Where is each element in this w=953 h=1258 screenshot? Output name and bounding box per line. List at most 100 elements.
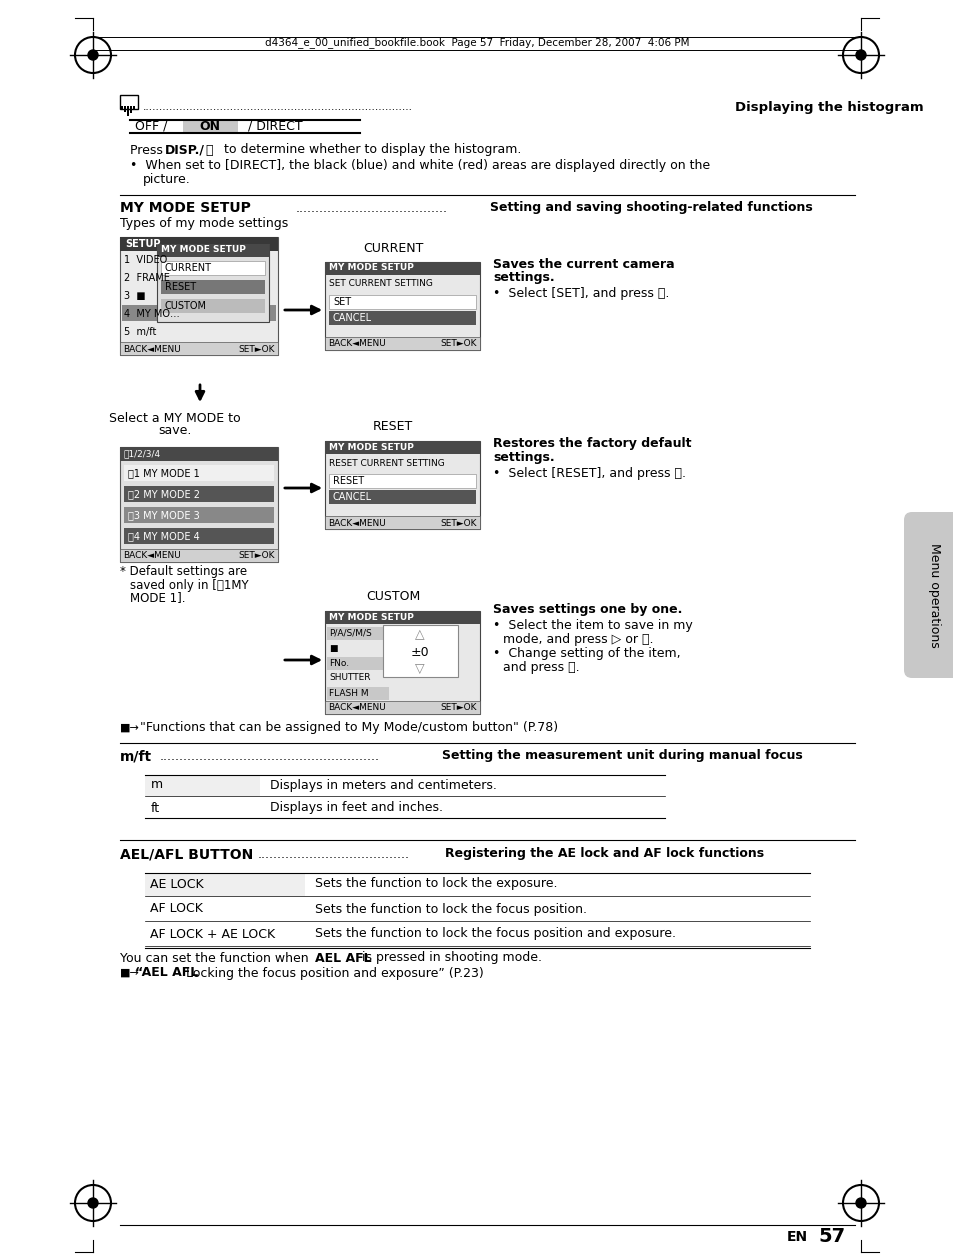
Text: ⓸1 MY MODE 1: ⓸1 MY MODE 1 — [128, 468, 199, 478]
Text: •  When set to [DIRECT], the black (blue) and white (red) areas are displayed di: • When set to [DIRECT], the black (blue)… — [130, 159, 709, 171]
Text: RESET: RESET — [165, 282, 196, 292]
Text: picture.: picture. — [143, 172, 191, 185]
Text: ■: ■ — [329, 644, 337, 653]
Text: MY MODE SETUP: MY MODE SETUP — [329, 443, 414, 452]
Text: BACK◄MENU: BACK◄MENU — [328, 703, 385, 712]
Text: ▽: ▽ — [415, 663, 424, 676]
Text: Sets the function to lock the exposure.: Sets the function to lock the exposure. — [314, 878, 557, 891]
Bar — [382, 625, 457, 677]
Text: CUSTOM: CUSTOM — [165, 301, 207, 311]
Text: Locking the focus position and exposure” (P.23): Locking the focus position and exposure”… — [182, 966, 483, 980]
Bar — [124, 528, 274, 543]
Text: Displaying the histogram: Displaying the histogram — [734, 101, 923, 113]
Text: CURRENT: CURRENT — [165, 263, 212, 273]
Text: to determine whether to display the histogram.: to determine whether to display the hist… — [220, 143, 521, 156]
Text: •  Select the item to save in my: • Select the item to save in my — [493, 619, 692, 632]
Text: 57: 57 — [817, 1228, 844, 1247]
Text: AF LOCK + AE LOCK: AF LOCK + AE LOCK — [150, 927, 274, 941]
Text: Setting and saving shooting-related functions: Setting and saving shooting-related func… — [490, 201, 812, 215]
Text: Sets the function to lock the focus position.: Sets the function to lock the focus posi… — [314, 902, 586, 916]
Text: Sets the function to lock the focus position and exposure.: Sets the function to lock the focus posi… — [314, 927, 676, 941]
Text: Displays in meters and centimeters.: Displays in meters and centimeters. — [270, 779, 497, 791]
Text: ⓸2 MY MODE 2: ⓸2 MY MODE 2 — [128, 489, 200, 499]
Text: •  Change setting of the item,: • Change setting of the item, — [493, 648, 679, 660]
Bar — [145, 775, 260, 796]
Text: Select a MY MODE to: Select a MY MODE to — [109, 411, 240, 424]
Bar — [122, 304, 275, 321]
Text: Saves settings one by one.: Saves settings one by one. — [493, 604, 681, 616]
Text: / DIRECT: / DIRECT — [240, 120, 302, 132]
Bar — [157, 244, 269, 322]
Bar — [120, 447, 277, 562]
Text: save.: save. — [158, 424, 192, 438]
Text: d4364_e_00_unified_bookfile.book  Page 57  Friday, December 28, 2007  4:06 PM: d4364_e_00_unified_bookfile.book Page 57… — [265, 38, 688, 49]
Text: BACK◄MENU: BACK◄MENU — [328, 518, 385, 527]
Bar — [124, 465, 274, 481]
Text: settings.: settings. — [493, 450, 554, 463]
Text: SHUTTER: SHUTTER — [329, 673, 370, 683]
Bar — [325, 701, 479, 715]
Text: MODE 1].: MODE 1]. — [130, 591, 185, 605]
Text: △: △ — [415, 629, 424, 642]
Bar — [327, 672, 389, 686]
Circle shape — [88, 1198, 98, 1208]
Bar — [124, 507, 274, 523]
Text: SETUP: SETUP — [125, 239, 160, 249]
Text: AEL/AFL BUTTON: AEL/AFL BUTTON — [120, 847, 253, 860]
Text: .......................................................: ........................................… — [160, 750, 379, 762]
Bar — [329, 311, 476, 325]
Text: and press Ⓚ.: and press Ⓚ. — [502, 662, 579, 674]
Bar — [183, 120, 237, 133]
Text: Saves the current camera: Saves the current camera — [493, 258, 674, 272]
Text: MY MODE SETUP: MY MODE SETUP — [329, 613, 414, 621]
Text: CUSTOM: CUSTOM — [366, 590, 419, 604]
Text: Ⓚ: Ⓚ — [205, 143, 213, 156]
Text: Setting the measurement unit during manual focus: Setting the measurement unit during manu… — [441, 750, 801, 762]
Bar — [329, 294, 476, 309]
Text: 1  VIDEO: 1 VIDEO — [124, 255, 167, 265]
Bar — [145, 898, 305, 921]
Bar — [120, 342, 277, 355]
Text: AEL AFL: AEL AFL — [314, 951, 372, 965]
Text: SET►OK: SET►OK — [440, 518, 476, 527]
Text: Displays in feet and inches.: Displays in feet and inches. — [270, 801, 442, 814]
Bar — [325, 442, 479, 454]
Bar — [325, 611, 479, 624]
Text: ■→: ■→ — [120, 723, 140, 733]
Bar — [327, 657, 389, 671]
Bar — [325, 262, 479, 276]
Circle shape — [855, 1198, 865, 1208]
Text: ⓸4 MY MODE 4: ⓸4 MY MODE 4 — [128, 531, 199, 541]
Text: ⓸1/2/3/4: ⓸1/2/3/4 — [124, 449, 161, 458]
Text: ft: ft — [151, 801, 160, 814]
Text: OFF /: OFF / — [135, 120, 175, 132]
Bar — [145, 873, 305, 896]
Bar — [120, 237, 277, 252]
Text: Menu operations: Menu operations — [927, 542, 941, 648]
Text: Types of my mode settings: Types of my mode settings — [120, 218, 288, 230]
Text: SET►OK: SET►OK — [440, 340, 476, 348]
Text: Registering the AE lock and AF lock functions: Registering the AE lock and AF lock func… — [444, 848, 763, 860]
Text: •  Select [SET], and press Ⓚ.: • Select [SET], and press Ⓚ. — [493, 288, 669, 301]
Text: FLASH M: FLASH M — [329, 688, 368, 697]
Text: ......................................: ...................................... — [295, 201, 448, 215]
Text: BACK◄MENU: BACK◄MENU — [123, 551, 180, 561]
Text: BACK◄MENU: BACK◄MENU — [123, 345, 180, 353]
Bar — [121, 106, 123, 109]
Text: CANCEL: CANCEL — [333, 492, 372, 502]
Text: RESET: RESET — [333, 476, 364, 486]
Text: MY MODE SETUP: MY MODE SETUP — [329, 263, 414, 273]
Bar — [132, 106, 135, 109]
Text: is pressed in shooting mode.: is pressed in shooting mode. — [357, 951, 541, 965]
Bar — [157, 244, 269, 257]
Bar — [327, 642, 389, 655]
Text: RESET CURRENT SETTING: RESET CURRENT SETTING — [329, 458, 444, 468]
Text: 5  m/ft: 5 m/ft — [124, 327, 156, 337]
Bar — [120, 96, 138, 109]
Text: EN: EN — [786, 1230, 807, 1244]
Text: “AEL AFL: “AEL AFL — [135, 966, 198, 980]
Text: 2  FRAME: 2 FRAME — [124, 273, 170, 283]
Text: RESET: RESET — [373, 420, 413, 434]
Text: SET►OK: SET►OK — [440, 703, 476, 712]
Bar — [325, 262, 479, 350]
